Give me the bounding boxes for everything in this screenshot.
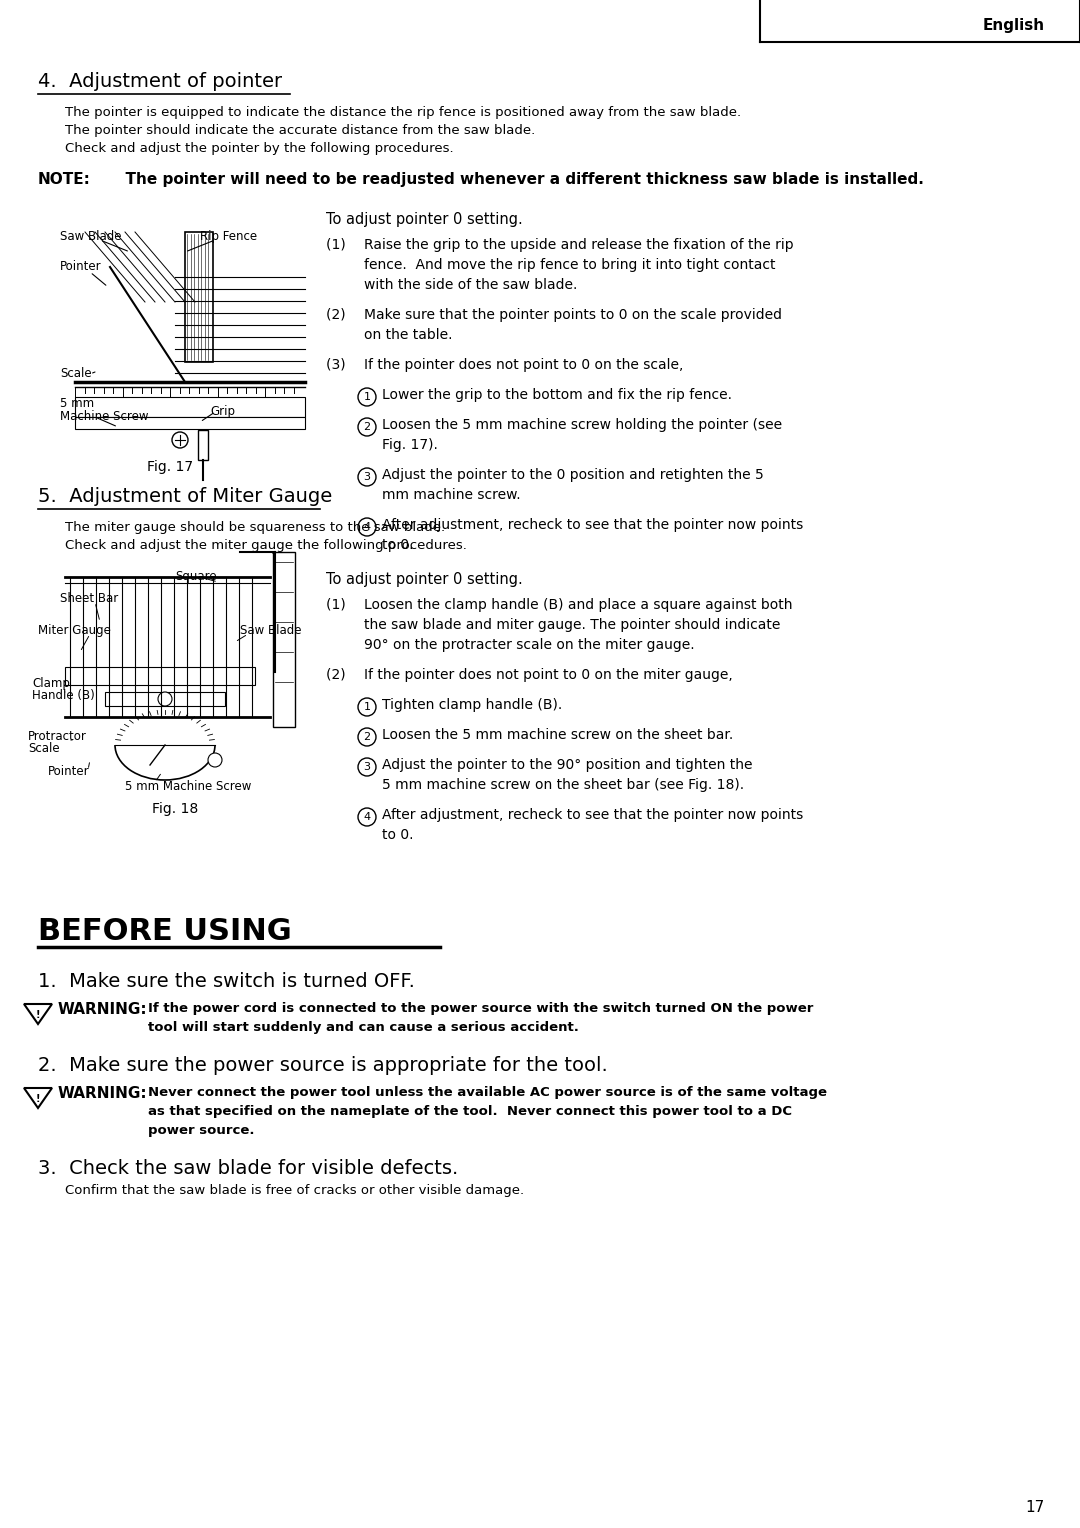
Text: If the power cord is connected to the power source with the switch turned ON the: If the power cord is connected to the po… — [148, 1002, 813, 1015]
Text: If the pointer does not point to 0 on the miter gauge,: If the pointer does not point to 0 on th… — [364, 668, 732, 681]
Text: Confirm that the saw blade is free of cracks or other visible damage.: Confirm that the saw blade is free of cr… — [65, 1184, 524, 1196]
Circle shape — [172, 432, 188, 448]
Text: Never connect the power tool unless the available AC power source is of the same: Never connect the power tool unless the … — [148, 1086, 827, 1099]
Text: Fig. 18: Fig. 18 — [152, 802, 198, 816]
Text: Rip Fence: Rip Fence — [200, 231, 257, 243]
Text: The miter gauge should be squareness to the saw blade.: The miter gauge should be squareness to … — [65, 521, 445, 533]
Text: power source.: power source. — [148, 1125, 255, 1137]
Text: Fig. 17: Fig. 17 — [147, 460, 193, 474]
Text: Miter Gauge: Miter Gauge — [38, 623, 111, 637]
Bar — [185, 232, 213, 362]
Text: Saw Blade: Saw Blade — [60, 231, 121, 243]
Text: Raise the grip to the upside and release the fixation of the rip: Raise the grip to the upside and release… — [364, 238, 794, 252]
Text: !: ! — [36, 1010, 40, 1021]
Text: Scale: Scale — [60, 367, 92, 380]
Text: 1: 1 — [364, 701, 370, 712]
Text: 90° on the protracter scale on the miter gauge.: 90° on the protracter scale on the miter… — [364, 639, 694, 652]
Text: WARNING:: WARNING: — [58, 1002, 148, 1018]
Bar — [273, 552, 295, 727]
Text: to 0.: to 0. — [382, 538, 414, 552]
Bar — [105, 692, 225, 706]
Text: The pointer should indicate the accurate distance from the saw blade.: The pointer should indicate the accurate… — [65, 124, 536, 138]
Text: fence.  And move the rip fence to bring it into tight contact: fence. And move the rip fence to bring i… — [364, 258, 775, 272]
Text: 3: 3 — [364, 472, 370, 481]
Text: 5 mm Machine Screw: 5 mm Machine Screw — [125, 779, 252, 793]
Text: (1): (1) — [326, 238, 350, 252]
Text: 3.  Check the saw blade for visible defects.: 3. Check the saw blade for visible defec… — [38, 1160, 458, 1178]
Text: 2.  Make sure the power source is appropriate for the tool.: 2. Make sure the power source is appropr… — [38, 1056, 608, 1076]
Text: tool will start suddenly and can cause a serious accident.: tool will start suddenly and can cause a… — [148, 1021, 579, 1034]
Text: 1.  Make sure the switch is turned OFF.: 1. Make sure the switch is turned OFF. — [38, 972, 415, 992]
Text: 2: 2 — [364, 422, 370, 432]
Text: To adjust pointer 0 setting.: To adjust pointer 0 setting. — [326, 571, 523, 587]
Text: 5.  Adjustment of Miter Gauge: 5. Adjustment of Miter Gauge — [38, 487, 333, 506]
Text: 2: 2 — [364, 732, 370, 743]
Text: Pointer: Pointer — [48, 766, 90, 778]
Text: as that specified on the nameplate of the tool.  Never connect this power tool t: as that specified on the nameplate of th… — [148, 1105, 792, 1118]
Text: Fig. 17).: Fig. 17). — [382, 439, 437, 452]
Text: Loosen the clamp handle (B) and place a square against both: Loosen the clamp handle (B) and place a … — [364, 597, 793, 613]
Text: Check and adjust the pointer by the following procedures.: Check and adjust the pointer by the foll… — [65, 142, 454, 154]
Bar — [75, 397, 305, 417]
Text: Clamp: Clamp — [32, 677, 70, 691]
Text: 4.  Adjustment of pointer: 4. Adjustment of pointer — [38, 72, 282, 92]
Text: 5 mm machine screw on the sheet bar (see Fig. 18).: 5 mm machine screw on the sheet bar (see… — [382, 778, 744, 792]
Text: with the side of the saw blade.: with the side of the saw blade. — [364, 278, 578, 292]
Text: Adjust the pointer to the 0 position and retighten the 5: Adjust the pointer to the 0 position and… — [382, 468, 764, 481]
Bar — [65, 668, 255, 685]
Circle shape — [158, 692, 172, 706]
Text: Saw Blade: Saw Blade — [240, 623, 301, 637]
Text: 17: 17 — [1026, 1500, 1045, 1514]
Text: Adjust the pointer to the 90° position and tighten the: Adjust the pointer to the 90° position a… — [382, 758, 753, 772]
Text: Pointer: Pointer — [60, 260, 102, 274]
Text: Check and adjust the miter gauge the following procedures.: Check and adjust the miter gauge the fol… — [65, 539, 467, 552]
Text: The pointer will need to be readjusted whenever a different thickness saw blade : The pointer will need to be readjusted w… — [114, 173, 923, 186]
Text: Protractor: Protractor — [28, 730, 86, 743]
Text: NOTE:: NOTE: — [38, 173, 91, 186]
Text: to 0.: to 0. — [382, 828, 414, 842]
Text: To adjust pointer 0 setting.: To adjust pointer 0 setting. — [326, 212, 523, 228]
Text: Scale: Scale — [28, 743, 59, 755]
Text: Machine Screw: Machine Screw — [60, 410, 149, 423]
Text: Make sure that the pointer points to 0 on the scale provided: Make sure that the pointer points to 0 o… — [364, 309, 782, 322]
Text: Sheet Bar: Sheet Bar — [60, 591, 118, 605]
Text: 3: 3 — [364, 762, 370, 772]
Text: (2): (2) — [326, 309, 350, 322]
Text: 4: 4 — [364, 523, 370, 532]
Text: (2): (2) — [326, 668, 350, 681]
Text: Lower the grip to the bottom and fix the rip fence.: Lower the grip to the bottom and fix the… — [382, 388, 732, 402]
Text: The pointer is equipped to indicate the distance the rip fence is positioned awa: The pointer is equipped to indicate the … — [65, 105, 741, 119]
Text: After adjustment, recheck to see that the pointer now points: After adjustment, recheck to see that th… — [382, 808, 804, 822]
Text: 4: 4 — [364, 811, 370, 822]
Text: WARNING:: WARNING: — [58, 1086, 148, 1102]
Circle shape — [208, 753, 222, 767]
Text: If the pointer does not point to 0 on the scale,: If the pointer does not point to 0 on th… — [364, 358, 684, 371]
Text: the saw blade and miter gauge. The pointer should indicate: the saw blade and miter gauge. The point… — [364, 617, 781, 633]
Text: !: ! — [36, 1094, 40, 1105]
Text: English: English — [983, 18, 1045, 34]
Text: Square: Square — [175, 570, 217, 584]
Text: Loosen the 5 mm machine screw holding the pointer (see: Loosen the 5 mm machine screw holding th… — [382, 419, 782, 432]
Bar — [198, 429, 208, 460]
Text: 1: 1 — [364, 393, 370, 402]
Bar — [75, 417, 305, 429]
Text: Tighten clamp handle (B).: Tighten clamp handle (B). — [382, 698, 563, 712]
Text: on the table.: on the table. — [364, 329, 453, 342]
Text: mm machine screw.: mm machine screw. — [382, 487, 521, 503]
Text: (1): (1) — [326, 597, 350, 613]
Text: Loosen the 5 mm machine screw on the sheet bar.: Loosen the 5 mm machine screw on the she… — [382, 727, 733, 743]
Text: BEFORE USING: BEFORE USING — [38, 917, 292, 946]
Text: 5 mm: 5 mm — [60, 397, 94, 410]
Text: Grip: Grip — [210, 405, 235, 419]
Text: After adjustment, recheck to see that the pointer now points: After adjustment, recheck to see that th… — [382, 518, 804, 532]
Text: (3): (3) — [326, 358, 350, 371]
Text: Handle (B): Handle (B) — [32, 689, 95, 701]
